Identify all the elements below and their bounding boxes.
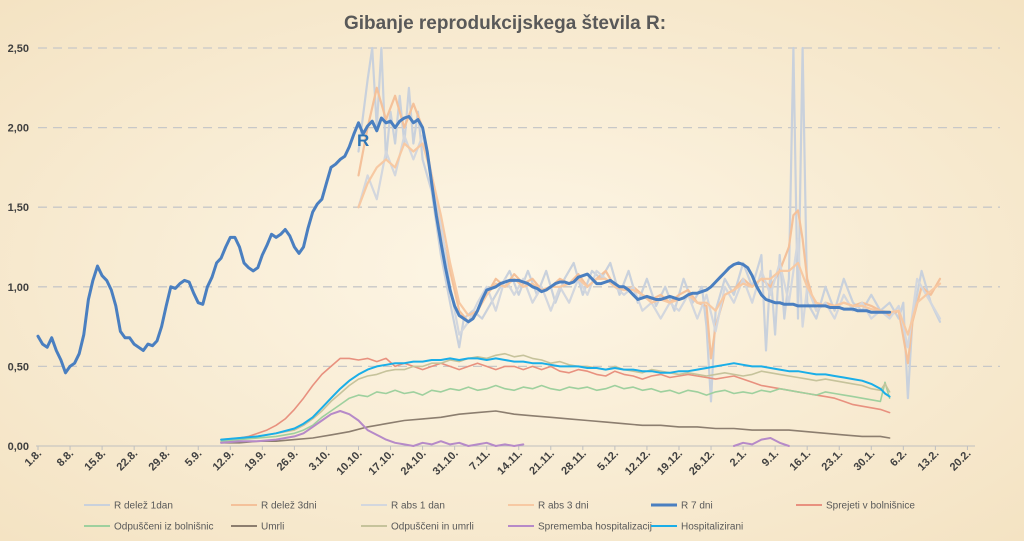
legend-item-r-dele-3dni: R delež 3dni bbox=[231, 501, 317, 512]
legend-item-r-abs-1-dan: R abs 1 dan bbox=[361, 501, 445, 512]
series-group bbox=[36, 46, 942, 447]
legend-label: Umrli bbox=[261, 522, 284, 533]
legend-label: R delež 3dni bbox=[261, 501, 317, 512]
legend-label: R abs 1 dan bbox=[391, 501, 445, 512]
legend-item-odpu-eni-iz-bolni-nic: Odpuščeni iz bolnišnic bbox=[84, 522, 214, 533]
y-tick-label: 0,50 bbox=[8, 361, 29, 373]
y-tick-label: 2,50 bbox=[8, 43, 29, 55]
series-line-r-dele-1dan bbox=[357, 46, 942, 403]
legend-item-r-dele-1dan: R delež 1dan bbox=[84, 501, 173, 512]
legend-item-sprejeti-v-bolni-nice: Sprejeti v bolnišnice bbox=[796, 501, 915, 512]
legend-item-r-7-dni: R 7 dni bbox=[651, 501, 713, 512]
legend-label: Hospitalizirani bbox=[681, 522, 743, 533]
series-line-sprememba-hospitalizacij bbox=[220, 410, 525, 447]
y-tick-label: 0,00 bbox=[8, 441, 29, 453]
r-annotation: R bbox=[357, 131, 369, 150]
legend-item-sprememba-hospitalizacij: Sprememba hospitalizacij bbox=[508, 522, 652, 533]
legend-item-hospitalizirani: Hospitalizirani bbox=[651, 522, 743, 533]
legend-label: R abs 3 dni bbox=[538, 501, 589, 512]
y-tick-label: 1,00 bbox=[8, 282, 29, 294]
legend: R delež 1dan R delež 3dni R abs 1 dan R abs… bbox=[84, 501, 915, 533]
chart-title: Gibanje reprodukcijskega števila R: bbox=[344, 13, 666, 34]
legend-item-umrli: Umrli bbox=[231, 522, 284, 533]
y-axis-ticks: 0,00 0,50 1,00 1,50 2,00 2,50 bbox=[8, 43, 29, 453]
legend-label: Odpuščeni iz bolnišnic bbox=[114, 522, 214, 533]
series-line-umrli bbox=[220, 410, 891, 444]
y-tick-label: 2,00 bbox=[8, 123, 29, 135]
legend-label: R delež 1dan bbox=[114, 501, 173, 512]
series-line-hospitalizirani bbox=[220, 357, 891, 441]
legend-label: Odpuščeni in umrli bbox=[391, 522, 474, 533]
legend-label: Sprememba hospitalizacij bbox=[538, 522, 652, 533]
legend-item-odpu-eni-in-umrli: Odpuščeni in umrli bbox=[361, 522, 474, 533]
y-tick-label: 1,50 bbox=[8, 202, 29, 214]
series-line-odpu-eni-iz-bolni-nic bbox=[220, 381, 891, 442]
series-line-r-abs-3-dni bbox=[357, 142, 942, 336]
series-line-r-7-dni bbox=[36, 115, 892, 375]
legend-label: R 7 dni bbox=[681, 501, 713, 512]
series-line-sprememba-hospitalizacij-part bbox=[732, 437, 790, 447]
legend-label: Sprejeti v bolnišnice bbox=[826, 501, 915, 512]
legend-item-r-abs-3-dni: R abs 3 dni bbox=[508, 501, 589, 512]
